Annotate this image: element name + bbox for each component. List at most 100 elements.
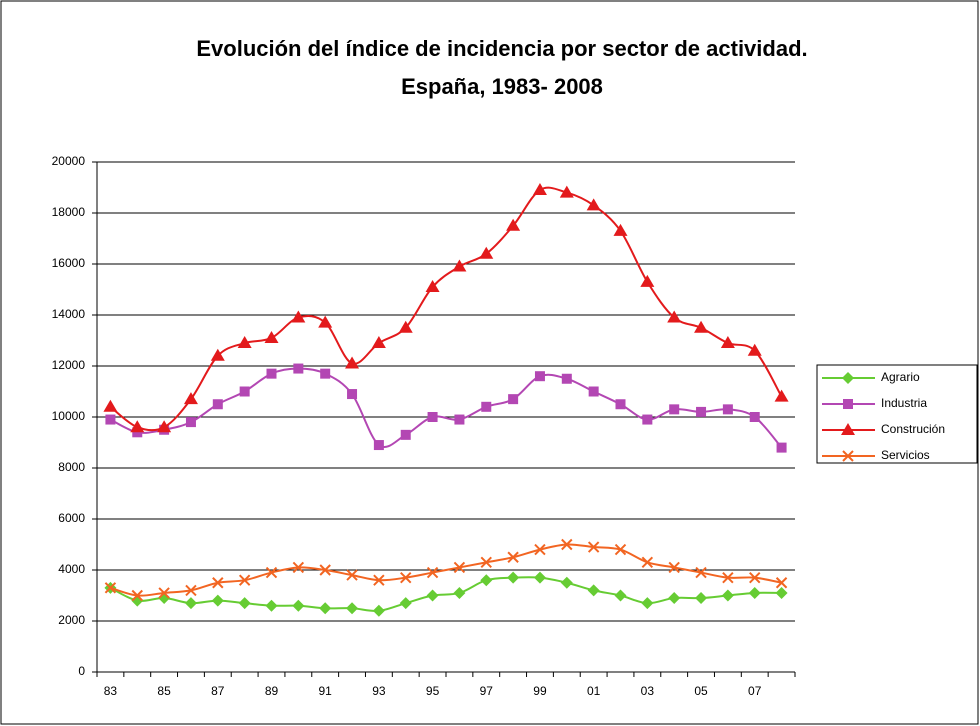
marker (720, 336, 735, 349)
marker (104, 582, 117, 594)
marker (615, 399, 626, 410)
marker (347, 389, 358, 400)
marker (453, 561, 466, 574)
marker (185, 417, 196, 428)
marker (506, 218, 521, 231)
marker (345, 356, 360, 369)
x-tick-label: 95 (426, 684, 440, 698)
marker (747, 343, 762, 356)
marker (399, 597, 412, 610)
marker (559, 185, 574, 198)
marker (105, 414, 116, 425)
marker (453, 586, 466, 599)
marker (265, 599, 278, 612)
chart-title: Evolución del índice de incidencia por s… (196, 36, 807, 61)
marker (183, 392, 198, 405)
marker (722, 404, 733, 415)
marker (318, 315, 333, 328)
marker (507, 571, 520, 584)
series-line (110, 543, 782, 597)
marker (185, 584, 197, 597)
marker (588, 386, 599, 397)
marker (157, 420, 172, 433)
y-tick-label: 8000 (58, 460, 85, 474)
marker (668, 592, 681, 605)
marker (264, 330, 279, 343)
marker (184, 597, 197, 610)
y-tick-label: 20000 (52, 154, 86, 168)
marker (346, 602, 359, 615)
marker (398, 320, 413, 333)
marker (400, 571, 412, 584)
marker (238, 574, 251, 586)
marker (291, 310, 306, 323)
marker (130, 420, 145, 433)
x-tick-label: 97 (480, 684, 494, 698)
marker (452, 259, 467, 272)
marker (237, 336, 252, 349)
marker (293, 363, 304, 374)
marker (695, 592, 708, 605)
marker (721, 589, 734, 602)
marker (131, 589, 143, 602)
marker (694, 320, 709, 333)
x-tick-label: 87 (211, 684, 225, 698)
y-tick-label: 4000 (58, 562, 85, 576)
marker (561, 373, 572, 384)
marker (749, 412, 760, 422)
marker (695, 566, 707, 579)
marker (132, 427, 143, 438)
marker (561, 538, 573, 551)
marker (586, 198, 601, 211)
marker (587, 541, 600, 553)
marker (641, 556, 654, 569)
marker (640, 274, 655, 287)
marker (266, 368, 277, 379)
marker (613, 223, 628, 236)
y-tick-label: 2000 (58, 613, 85, 627)
marker (292, 561, 305, 574)
marker (667, 310, 682, 323)
marker (479, 246, 494, 259)
marker (642, 414, 653, 425)
marker (239, 386, 250, 397)
marker (722, 571, 734, 584)
legend-box (816, 364, 978, 464)
marker (534, 543, 546, 556)
marker (212, 577, 224, 589)
y-tick-label: 16000 (52, 256, 86, 270)
marker (748, 586, 761, 599)
marker (373, 440, 384, 451)
x-tick-label: 99 (533, 684, 547, 698)
legend-label: Agrario (881, 370, 920, 384)
x-tick-label: 93 (372, 684, 386, 698)
legend-label: Industria (881, 396, 927, 410)
marker (400, 429, 411, 440)
marker (480, 574, 493, 587)
marker (614, 543, 627, 556)
legend-marker (842, 372, 854, 384)
marker (319, 564, 331, 576)
marker (614, 589, 627, 602)
marker (346, 569, 358, 581)
y-tick-label: 10000 (52, 409, 86, 423)
legend-marker (843, 399, 853, 409)
marker (560, 576, 573, 589)
marker (668, 561, 680, 574)
legend-label: Construción (881, 422, 945, 436)
marker (749, 571, 761, 584)
marker (426, 566, 439, 579)
marker (212, 399, 223, 410)
x-tick-label: 01 (587, 684, 601, 698)
legend-marker (842, 450, 854, 462)
marker (292, 599, 305, 612)
marker (669, 404, 680, 415)
marker (238, 597, 251, 610)
legend-marker (841, 423, 855, 435)
y-tick-label: 14000 (52, 307, 86, 321)
marker (211, 594, 224, 607)
marker (641, 597, 654, 610)
marker (426, 589, 439, 602)
